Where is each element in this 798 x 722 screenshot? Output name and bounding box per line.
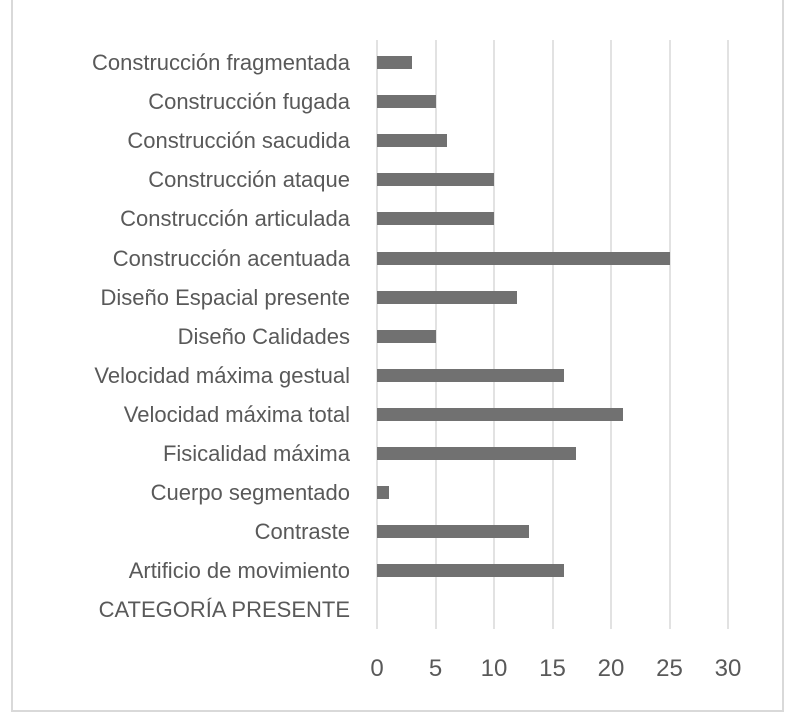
x-tick-label: 5 [428,655,443,682]
bar [377,173,494,187]
category-label: Cuerpo segmentado [150,480,350,506]
x-tick-label: 20 [597,655,625,682]
category-label: Velocidad máxima total [123,401,350,427]
gridline [493,40,495,629]
category-label: Artificio de movimiento [128,558,350,584]
bar [377,564,565,578]
category-label: Construcción sacudida [127,128,350,154]
category-label: Velocidad máxima gestual [94,362,350,388]
gridline [610,40,612,629]
bar [377,134,448,148]
bar [377,251,670,265]
category-label: Construcción ataque [148,167,350,193]
gridline [727,40,729,629]
bar [377,212,494,226]
bar [377,486,389,500]
x-tick-label: 0 [370,655,384,682]
bar [377,368,565,382]
category-label: Construcción articulada [120,206,350,232]
category-label: Construcción fugada [148,89,350,115]
bar [377,407,623,421]
category-label: Contraste [254,519,350,545]
bar [377,329,436,343]
gridline [551,40,554,629]
bar [377,447,576,460]
category-label: Fisicalidad máxima [162,441,350,466]
gridline [668,40,671,629]
category-label: Diseño Espacial presente [100,284,350,310]
x-tick-label: 25 [656,655,683,682]
bar [377,95,436,109]
category-label: Construcción fragmentada [91,50,350,75]
x-tick-label: 30 [714,655,742,682]
chart-frame [11,0,784,712]
x-tick-label: 15 [539,655,566,682]
bar [377,56,413,69]
x-tick-label: 10 [480,655,508,682]
bar [377,525,530,539]
gridline [434,40,437,629]
category-label: Diseño Calidades [177,323,350,349]
category-label: Construcción acentuada [112,245,350,271]
category-label: CATEGORÍA PRESENTE [98,597,350,623]
bar [377,290,518,304]
